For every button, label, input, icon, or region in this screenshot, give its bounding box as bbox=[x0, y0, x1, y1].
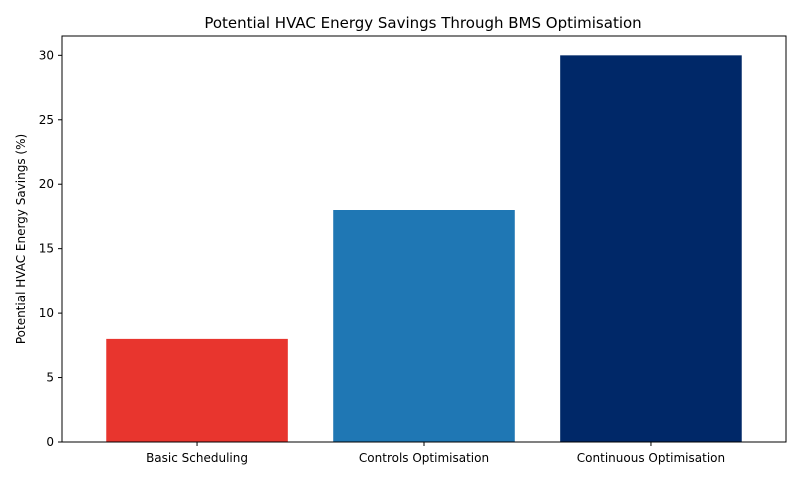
bar-continuous-optimisation bbox=[560, 55, 742, 442]
y-tick-label: 30 bbox=[39, 48, 54, 62]
y-tick-label: 15 bbox=[39, 242, 54, 256]
chart-title: Potential HVAC Energy Savings Through BM… bbox=[204, 14, 641, 32]
x-tick-label: Basic Scheduling bbox=[146, 451, 248, 465]
x-axis-ticks: Basic Scheduling Controls Optimisation Con… bbox=[146, 442, 725, 465]
y-tick-label: 0 bbox=[46, 435, 54, 449]
x-tick-label: Controls Optimisation bbox=[359, 451, 489, 465]
y-tick-label: 20 bbox=[39, 177, 54, 191]
bars-group bbox=[106, 55, 742, 442]
y-axis-title: Potential HVAC Energy Savings (%) bbox=[14, 134, 28, 344]
x-tick-label: Continuous Optimisation bbox=[577, 451, 725, 465]
y-tick-label: 10 bbox=[39, 306, 54, 320]
y-tick-label: 5 bbox=[46, 371, 54, 385]
bar-controls-optimisation bbox=[333, 210, 515, 442]
bar-basic-scheduling bbox=[106, 338, 288, 442]
plot-frame bbox=[61, 35, 787, 443]
y-tick-label: 25 bbox=[39, 113, 54, 127]
y-axis-ticks: 0 5 10 15 20 25 30 bbox=[39, 48, 62, 449]
